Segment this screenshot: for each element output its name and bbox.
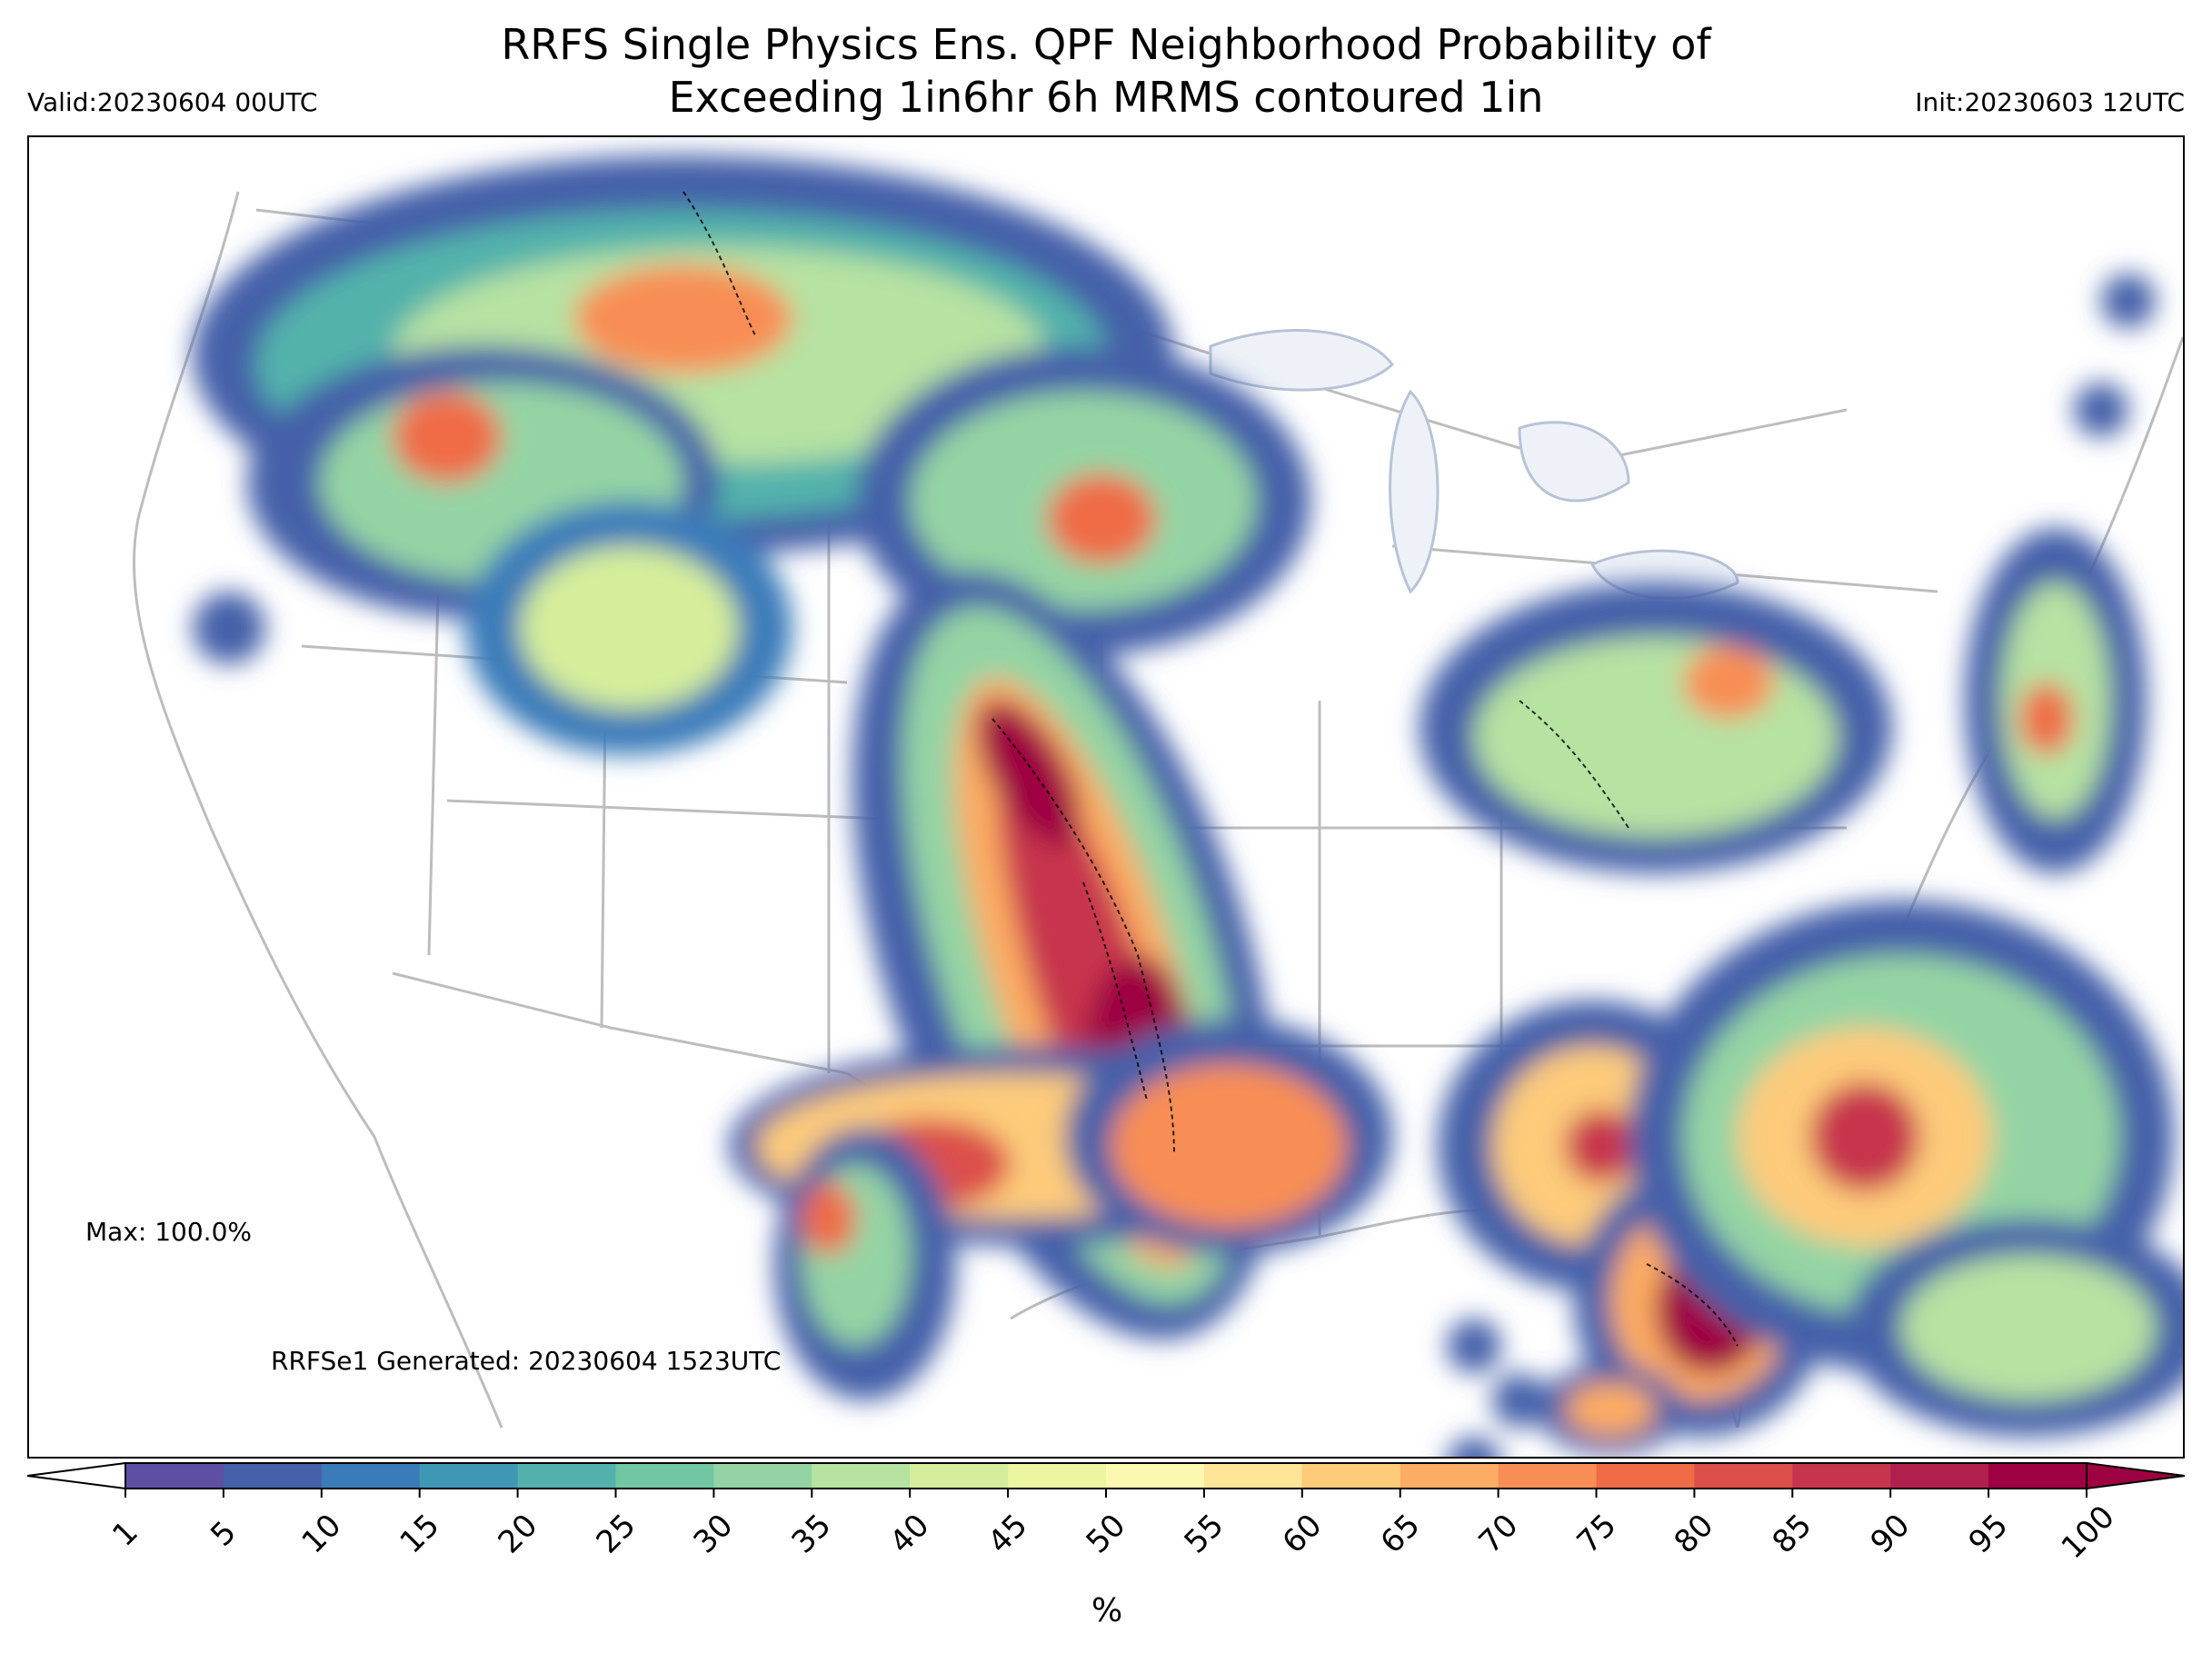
colorbar-cell	[419, 1463, 519, 1489]
valid-time: Valid:20230604 00UTC	[27, 87, 318, 117]
colorbar-cell	[615, 1463, 714, 1489]
great-lakes	[1209, 329, 1739, 600]
probability-field	[193, 155, 2183, 1457]
colorbar-cell	[1203, 1463, 1303, 1489]
colorbar-cell	[713, 1463, 812, 1489]
colorbar-cell	[910, 1463, 1009, 1489]
probability-map	[132, 155, 2183, 1457]
colorbar	[26, 1461, 2186, 1498]
generated-label: RRFSe1 Generated: 20230604 1523UTC	[271, 1346, 782, 1376]
colorbar-cell	[812, 1463, 911, 1489]
colorbar-cell	[1792, 1463, 1891, 1489]
colorbar-cell	[1301, 1463, 1401, 1489]
colorbar-extend-right	[2086, 1461, 2186, 1490]
max-value-label: Max: 100.0%	[85, 1217, 252, 1247]
colorbar-cell	[1988, 1463, 2087, 1489]
init-time: Init:20230603 12UTC	[1915, 87, 2185, 117]
colorbar-cell	[321, 1463, 421, 1489]
map-panel: Max: 100.0% RRFSe1 Generated: 20230604 1…	[27, 135, 2185, 1459]
colorbar-cell	[1106, 1463, 1205, 1489]
colorbar-cell	[1694, 1463, 1793, 1489]
colorbar-cell	[517, 1463, 616, 1489]
colorbar-cell	[223, 1463, 323, 1489]
west-coast-line	[132, 191, 503, 1429]
mrms-1in-contours	[683, 191, 1739, 1347]
colorbar-cell	[1008, 1463, 1107, 1489]
colorbar-extend-left	[26, 1461, 126, 1490]
colorbar-cell	[1498, 1463, 1597, 1489]
colorbar-cell	[1596, 1463, 1695, 1489]
map-title-line2: Exceeding 1in6hr 6h MRMS contoured 1in	[668, 73, 1544, 122]
colorbar-unit-label: %	[1091, 1592, 1123, 1629]
colorbar-cell	[1890, 1463, 1989, 1489]
map-title-line1: RRFS Single Physics Ens. QPF Neighborhoo…	[501, 20, 1711, 69]
colorbar-cell	[125, 1463, 224, 1489]
colorbar-cell	[1400, 1463, 1500, 1489]
